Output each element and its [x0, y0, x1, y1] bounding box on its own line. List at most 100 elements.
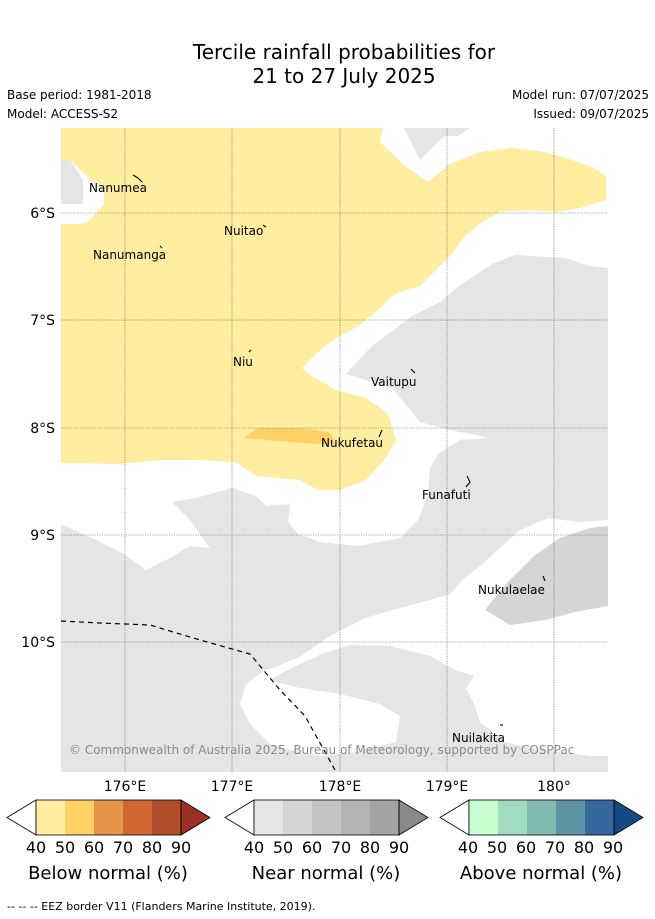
colorbar-tick: 40: [243, 838, 265, 857]
copyright-notice: © Commonwealth of Australia 2025, Bureau…: [69, 743, 574, 757]
near-normal-top-left: [61, 160, 83, 204]
lon-label-180: 180°: [537, 779, 571, 795]
near-normal-small-patch: [220, 604, 263, 618]
near-normal-regions: [61, 128, 608, 772]
colorbar-near-normal: [224, 799, 429, 836]
colorbar-tick: 50: [272, 838, 294, 857]
colorbar-extend-low: [6, 799, 37, 836]
near-normal-east: [61, 255, 608, 772]
colorbar-tick: 90: [388, 838, 410, 857]
lat-label-10s: 10°S: [21, 635, 55, 651]
lon-label-177e: 177°E: [211, 779, 254, 795]
longitude-labels: 176°E 177°E 178°E 179°E 180°: [104, 779, 571, 795]
island-label-nanumanga: Nanumanga: [93, 248, 166, 262]
island-shape-nukulaelae: [542, 575, 546, 582]
chart-title-line1: Tercile rainfall probabilities for: [192, 40, 496, 64]
island-label-vaitupu: Vaitupu: [371, 375, 417, 389]
below-normal-50-region: [244, 428, 336, 444]
lon-label-178e: 178°E: [319, 779, 362, 795]
colorbar-segment: [94, 800, 123, 835]
colorbar-tick: 80: [359, 838, 381, 857]
colorbar-label-above: Above normal (%): [459, 863, 623, 884]
below-normal-50-patch: [244, 428, 336, 444]
colorbar-segment: [556, 800, 585, 835]
colorbar-tick: 40: [25, 838, 47, 857]
colorbar-segment: [527, 800, 556, 835]
colorbar-segment: [469, 800, 498, 835]
near-normal-50-patch: [485, 526, 608, 625]
island-label-funafuti: Funafuti: [422, 488, 471, 502]
below-normal-40-region: [61, 128, 606, 490]
colorbar-segment: [370, 800, 399, 835]
colorbar-tick: 40: [457, 838, 479, 857]
colorbar-tick: 50: [54, 838, 76, 857]
chart-title-line2: 21 to 27 July 2025: [252, 64, 436, 88]
colorbar-segment: [36, 800, 65, 835]
colorbar-tick: 60: [515, 838, 537, 857]
lat-label-7s: 7°S: [30, 313, 55, 329]
model-name: Model: ACCESS-S2: [7, 107, 119, 121]
lat-label-9s: 9°S: [30, 528, 55, 544]
graticule: [61, 128, 608, 772]
colorbar-tick: 60: [301, 838, 323, 857]
colorbar-segment: [254, 800, 283, 835]
near-normal-top-right: [404, 128, 470, 160]
island-label-nukufetau: Nukufetau: [321, 436, 383, 450]
colorbar-tick: 60: [83, 838, 105, 857]
colorbar-above-normal: [439, 799, 644, 836]
colorbar-tick: 70: [544, 838, 566, 857]
colorbar-segment: [341, 800, 370, 835]
latitude-labels: 6°S 7°S 8°S 9°S 10°S: [21, 206, 55, 651]
colorbar-segment: [585, 800, 614, 835]
model-run: Model run: 07/07/2025: [511, 88, 649, 102]
island-label-nuilakita: Nuilakita: [452, 731, 505, 745]
island-shapes: [132, 174, 546, 726]
colorbar-segment: [283, 800, 312, 835]
colorbar-extend-high: [180, 799, 211, 836]
colorbar-tick: 80: [573, 838, 595, 857]
below-normal-40-main: [61, 128, 606, 490]
lat-label-8s: 8°S: [30, 421, 55, 437]
colorbar-tick: 70: [112, 838, 134, 857]
colorbar-outline: [35, 799, 182, 836]
island-shape-vaitupu: [410, 368, 416, 374]
island-label-nuitao: Nuitao: [224, 224, 263, 238]
colorbar-extend-low: [224, 799, 255, 836]
island-label-nanumea: Nanumea: [89, 181, 147, 195]
base-period: Base period: 1981-2018: [7, 88, 152, 102]
island-shape-funafuti: [465, 475, 471, 488]
colorbar-tick: 80: [141, 838, 163, 857]
near-normal-50-region: [485, 526, 608, 625]
lon-label-176e: 176°E: [104, 779, 147, 795]
colorbar-label-near: Near normal (%): [251, 863, 401, 884]
colorbar-tick: 70: [330, 838, 352, 857]
map-area: Nanumea Nuitao Nanumanga Niu Vaitupu Nuk…: [61, 128, 608, 772]
island-shape-nukufetau: [378, 429, 383, 438]
colorbar-segment: [312, 800, 341, 835]
colorbar-segment: [152, 800, 181, 835]
colorbar-tick: 90: [170, 838, 192, 857]
lat-label-6s: 6°S: [30, 206, 55, 222]
colorbar-segment: [65, 800, 94, 835]
lon-label-179e: 179°E: [426, 779, 469, 795]
colorbar-label-below: Below normal (%): [28, 863, 188, 884]
colorbar-extend-low: [439, 799, 470, 836]
island-shape-niu: [248, 349, 252, 353]
colorbar-segment: [498, 800, 527, 835]
island-label-niu: Niu: [233, 355, 253, 369]
issued-date: Issued: 09/07/2025: [533, 107, 649, 121]
colorbar-tick: 50: [486, 838, 508, 857]
colorbar-tick: 90: [602, 838, 624, 857]
eez-border: [61, 620, 336, 771]
island-labels: Nanumea Nuitao Nanumanga Niu Vaitupu Nuk…: [89, 181, 545, 745]
colorbar-segment: [123, 800, 152, 835]
colorbar-outline: [468, 799, 615, 836]
colorbar-below-normal: [6, 799, 211, 836]
colorbar-extend-high: [398, 799, 429, 836]
eez-footnote: -- -- -- EEZ border V11 (Flanders Marine…: [7, 900, 316, 913]
island-shape-nuitao: [262, 224, 267, 228]
island-label-nukulaelae: Nukulaelae: [478, 583, 545, 597]
island-shape-nanumanga: [159, 245, 163, 249]
colorbar-extend-high: [613, 799, 644, 836]
